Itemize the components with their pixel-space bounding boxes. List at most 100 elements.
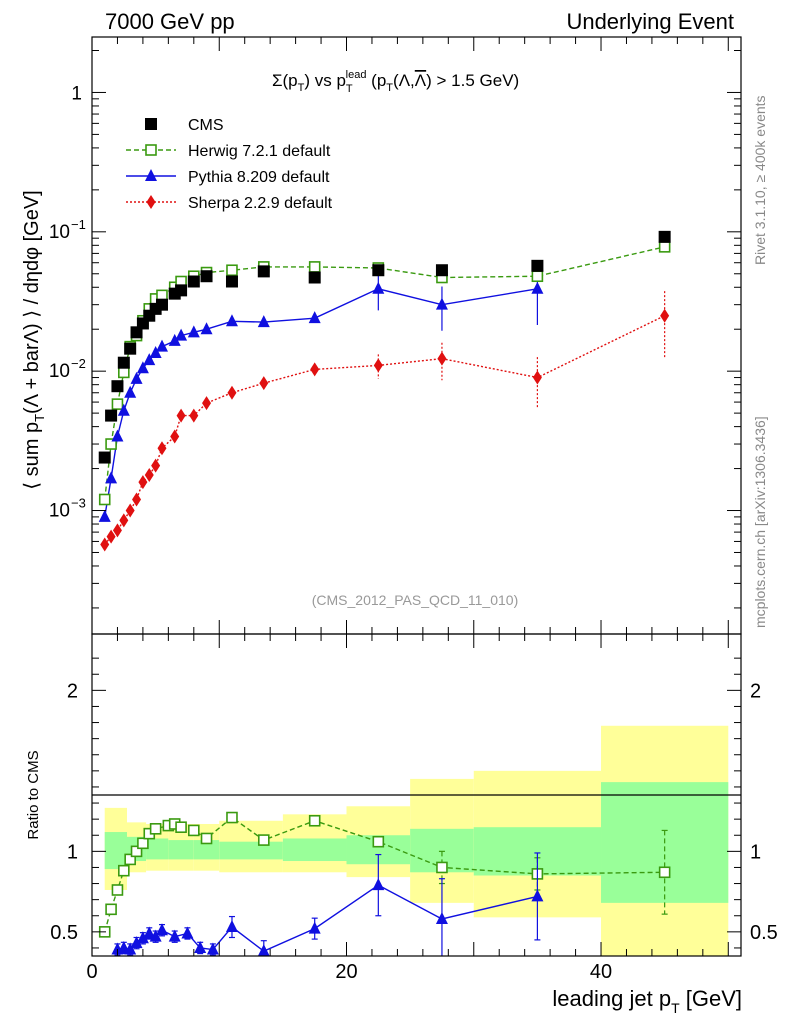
data-point [257,315,270,328]
ratio-point [200,832,213,845]
ratio-point [225,920,238,933]
y-tick-label: 1 [71,83,82,104]
legend-marker [146,195,156,209]
ratio-point [308,921,321,934]
y-tick-exponent: −2 [71,356,86,371]
ratio-point [372,835,385,848]
data-point [168,333,181,346]
data-point [136,361,149,374]
data-point [435,264,448,277]
data-point [132,492,142,507]
data-point [111,429,124,442]
data-point [435,297,448,310]
data-point [227,385,237,400]
ratio-band-green [219,841,283,860]
data-point [373,358,383,373]
ratio-point [130,845,143,858]
ratio-panel: 0.5 0.51 12 20 20 40 Ratio to CMS leading jet… [25,633,778,1016]
rivet-label: Rivet 3.1.10, ≥ 400k events [752,95,768,265]
data-point [175,328,188,341]
ratio-band-green [104,832,127,870]
ratio-y-tick-label-right: 1 [750,841,761,863]
data-point [100,537,110,552]
data-point [144,467,154,482]
ratio-point [194,940,207,953]
data-point [257,265,270,278]
ratio-series-group [98,811,671,956]
ratio-point [124,853,136,866]
data-point [225,314,238,327]
ratio-point [111,884,124,896]
ratio-band-green [193,840,220,860]
ratio-ylabel: Ratio to CMS [25,750,42,839]
data-point [531,270,544,283]
ratio-band-green [146,838,169,860]
data-point [531,259,544,272]
x-tick-label: 40 [590,961,612,983]
ratio-point [372,878,385,891]
data-point [105,438,117,450]
data-point [143,353,156,366]
data-point [189,408,199,423]
ratio-point [130,936,143,949]
ratio-point [436,861,448,874]
x-tick-label: 20 [335,961,357,983]
legend-label: Sherpa 2.2.9 default [188,195,333,212]
data-point [106,529,116,544]
data-point [310,362,320,377]
ratio-y-tick-label: 2 [67,680,78,702]
legend-label: Herwig 7.2.1 default [188,143,331,160]
legend-marker [145,169,157,181]
ratio-point [175,821,187,834]
mcplots-label: mcplots.cern.ch [arXiv:1306.3436] [752,416,768,628]
ratio-y-tick-label: 0.5 [50,922,78,944]
data-point [372,281,385,294]
ratio-point [136,931,149,944]
data-point [98,451,111,464]
series-line [104,315,665,545]
ratio-frame [91,633,742,957]
ratio-point [124,942,137,955]
data-point [124,385,137,398]
data-point [124,342,137,355]
ratio-band-green [168,840,194,860]
data-point [202,396,212,411]
x-axis-label: leading jet pT [GeV] [552,986,742,1016]
data-point [200,270,213,283]
data-point [175,284,188,297]
y-tick-label: 10 [49,501,70,522]
y-tick-label: 10 [49,222,70,243]
data-point [105,471,118,484]
ratio-point [143,926,156,939]
data-point [118,366,130,379]
ratio-point [226,811,238,824]
legend-label: CMS [188,117,224,134]
data-point [149,346,162,359]
ratio-point [149,823,162,835]
data-point [225,275,238,288]
legend-label: Pythia 8.209 default [188,169,330,186]
data-point [308,271,321,284]
y-tick-exponent: −1 [71,217,86,232]
ratio-y-tick-label: 1 [67,841,78,863]
data-point [125,503,135,518]
ratio-point [435,911,448,924]
legend: CMS Herwig 7.2.1 default Pythia 8.209 defa… [126,117,333,212]
data-point [170,429,180,444]
ratio-point [137,837,149,850]
data-point [308,261,321,273]
main-ylabel: ⟨ sum pT(Λ + barΛ) ⟩ / dηdφ [GeV] [21,190,47,489]
data-point [259,376,269,391]
header-right: Underlying Event [566,9,734,34]
analysis-id: (CMS_2012_PAS_QCD_11_010) [312,592,519,608]
data-point [111,380,124,393]
data-point [176,408,186,423]
data-point [308,311,321,324]
data-point [138,475,148,490]
data-point [98,509,111,522]
legend-marker [145,144,157,156]
data-point [117,356,130,369]
ratio-y-tick-label-right: 2 [750,680,761,702]
ratio-point [105,903,117,916]
